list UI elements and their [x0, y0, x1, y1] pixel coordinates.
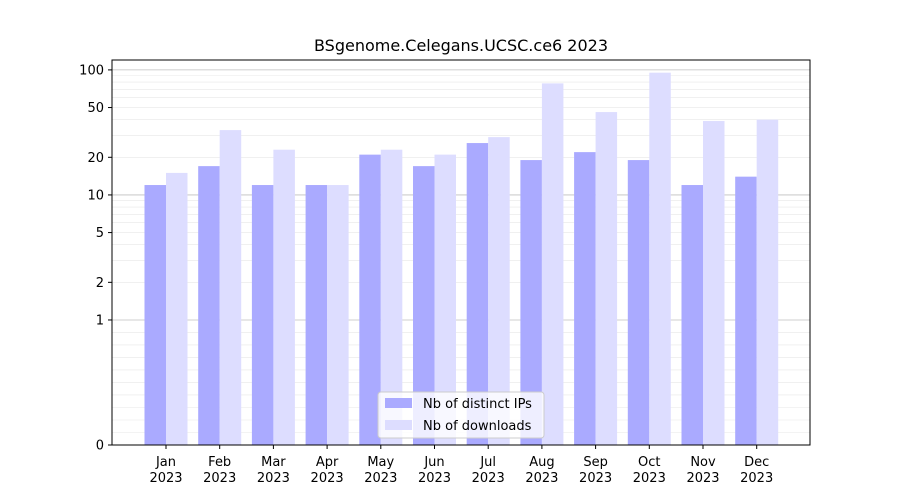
bars [144, 72, 779, 446]
y-tick-label: 50 [87, 101, 104, 116]
bar-downloads-aug [541, 83, 564, 445]
y-tick-label: 1 [96, 313, 104, 328]
bar-downloads-dec [756, 119, 779, 446]
bar-downloads-jun [434, 154, 456, 446]
x-tick-label-year: 2023 [257, 471, 290, 486]
bar-distinct-ips-nov [681, 185, 703, 445]
x-tick-label-month: Dec [744, 455, 769, 470]
bar-downloads-apr [327, 185, 349, 445]
bar-distinct-ips-dec [735, 176, 757, 445]
chart-title: BSgenome.Celegans.UCSC.ce6 2023 [314, 36, 608, 55]
bar-distinct-ips-apr [305, 185, 328, 445]
bar-distinct-ips-may [359, 154, 381, 446]
x-tick-label-month: May [367, 455, 394, 470]
x-tick-label-month: Jan [155, 455, 176, 470]
bar-distinct-ips-jul [466, 143, 489, 445]
x-tick-label-month: Nov [690, 455, 716, 470]
bar-downloads-mar [273, 149, 295, 446]
x-tick-label-month: Mar [261, 455, 286, 470]
x-tick-label-year: 2023 [633, 471, 666, 486]
bar-downloads-sep [595, 112, 618, 445]
x-tick-label-year: 2023 [525, 471, 558, 486]
y-tick-label: 10 [87, 188, 104, 203]
bar-distinct-ips-jan [144, 185, 166, 445]
x-tick-label-month: Jun [423, 455, 444, 470]
y-tick-label: 20 [87, 151, 104, 166]
bar-distinct-ips-oct [627, 160, 650, 445]
bar-downloads-jan [166, 172, 188, 445]
y-tick-label: 100 [79, 63, 104, 78]
legend-swatch-downloads [385, 420, 412, 430]
y-tick-label: 0 [96, 439, 104, 454]
bar-distinct-ips-mar [251, 185, 274, 445]
bar-distinct-ips-sep [574, 152, 596, 445]
x-tick-label-year: 2023 [579, 471, 612, 486]
bar-distinct-ips-feb [198, 166, 220, 445]
x-tick-label-year: 2023 [203, 471, 236, 486]
plot-frame [111, 59, 811, 446]
legend-label-distinct-ips: Nb of distinct IPs [423, 397, 532, 412]
bar-downloads-feb [219, 130, 242, 445]
x-tick-label-month: Apr [316, 455, 339, 470]
x-tick-label-month: Jul [479, 455, 496, 470]
x-tick-label-year: 2023 [472, 471, 505, 486]
x-tick-label-year: 2023 [311, 471, 344, 486]
x-axis: Jan2023Feb2023Mar2023Apr2023May2023Jun20… [149, 445, 773, 486]
bar-downloads-jul [488, 137, 510, 445]
x-tick-label-month: Oct [638, 455, 660, 470]
legend-box [377, 391, 545, 439]
legend-label-downloads: Nb of downloads [423, 419, 532, 434]
bar-downloads-may [380, 149, 403, 446]
bar-downloads-oct [649, 72, 671, 445]
x-tick-label-month: Feb [208, 455, 231, 470]
x-tick-label-year: 2023 [686, 471, 719, 486]
x-tick-label-year: 2023 [149, 471, 182, 486]
x-tick-label-year: 2023 [364, 471, 397, 486]
legend-swatch-distinct-ips [385, 398, 412, 408]
y-axis: 0 1 2 5 10 20 50 100 [79, 63, 112, 454]
y-tick-label: 2 [96, 276, 104, 291]
legend: Nb of distinct IPs Nb of downloads [377, 391, 545, 439]
x-tick-label-year: 2023 [740, 471, 773, 486]
x-tick-label-month: Aug [529, 455, 554, 470]
bar-distinct-ips-jun [413, 166, 435, 445]
x-tick-label-year: 2023 [418, 471, 451, 486]
y-tick-label: 5 [96, 226, 104, 241]
x-tick-label-month: Sep [583, 455, 608, 470]
bar-downloads-nov [703, 121, 725, 446]
bar-distinct-ips-aug [520, 160, 542, 445]
